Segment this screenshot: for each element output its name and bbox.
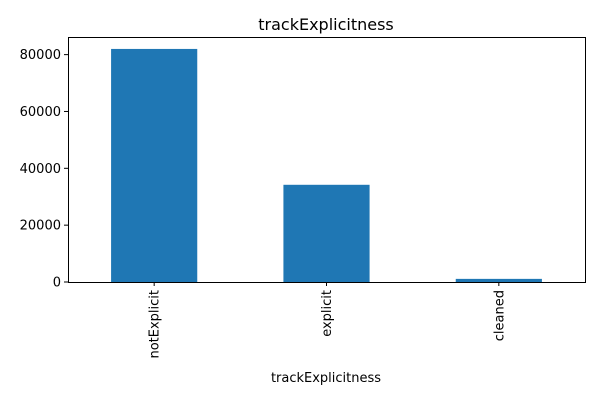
y-tick-label: 80000 <box>20 48 61 63</box>
x-axis-label: trackExplicitness <box>271 371 381 386</box>
x-tick-label: cleaned <box>492 290 507 341</box>
bars-layer <box>111 48 542 283</box>
x-tick-label: explicit <box>320 290 335 337</box>
y-tick-label: 20000 <box>20 219 61 234</box>
plot-frame <box>68 37 586 283</box>
y-axis: 0 20000 40000 60000 80000 <box>20 48 68 291</box>
bar-cleaned <box>455 278 542 282</box>
y-tick-label: 0 <box>53 276 61 291</box>
bar-notExplicit <box>111 48 198 283</box>
x-tick-label: notExplicit <box>148 290 163 359</box>
bar-explicit <box>283 184 370 282</box>
y-tick-label: 40000 <box>20 162 61 177</box>
y-tick-label: 60000 <box>20 105 61 120</box>
chart-title: trackExplicitness <box>258 15 394 34</box>
x-axis: notExplicit explicit cleaned <box>148 282 507 359</box>
